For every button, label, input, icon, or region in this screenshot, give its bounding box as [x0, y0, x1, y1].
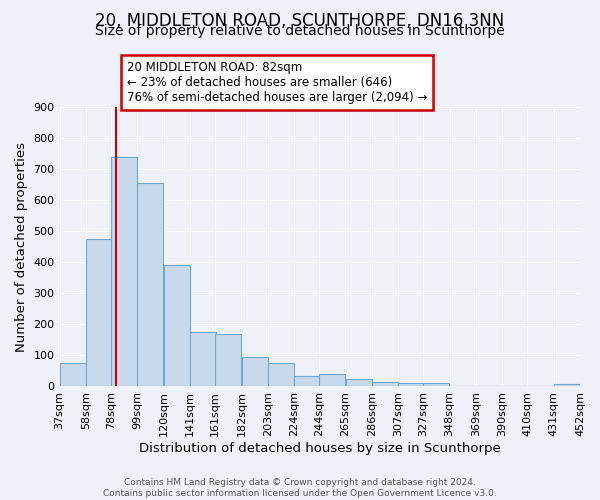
Bar — [164, 266, 190, 386]
Bar — [86, 239, 112, 386]
Bar — [372, 382, 398, 386]
Bar — [190, 332, 216, 386]
Bar — [268, 363, 294, 386]
Bar — [137, 183, 163, 386]
X-axis label: Distribution of detached houses by size in Scunthorpe: Distribution of detached houses by size … — [139, 442, 500, 455]
Bar — [346, 378, 371, 386]
Bar — [554, 384, 580, 386]
Bar — [242, 357, 268, 386]
Bar — [424, 384, 449, 386]
Text: Size of property relative to detached houses in Scunthorpe: Size of property relative to detached ho… — [95, 24, 505, 38]
Bar — [398, 384, 424, 386]
Bar — [215, 334, 241, 386]
Y-axis label: Number of detached properties: Number of detached properties — [15, 142, 28, 352]
Text: 20, MIDDLETON ROAD, SCUNTHORPE, DN16 3NN: 20, MIDDLETON ROAD, SCUNTHORPE, DN16 3NN — [95, 12, 505, 30]
Bar — [60, 363, 86, 386]
Bar — [294, 376, 320, 386]
Text: 20 MIDDLETON ROAD: 82sqm
← 23% of detached houses are smaller (646)
76% of semi-: 20 MIDDLETON ROAD: 82sqm ← 23% of detach… — [127, 61, 428, 104]
Bar — [319, 374, 345, 386]
Bar — [111, 156, 137, 386]
Text: Contains HM Land Registry data © Crown copyright and database right 2024.
Contai: Contains HM Land Registry data © Crown c… — [103, 478, 497, 498]
